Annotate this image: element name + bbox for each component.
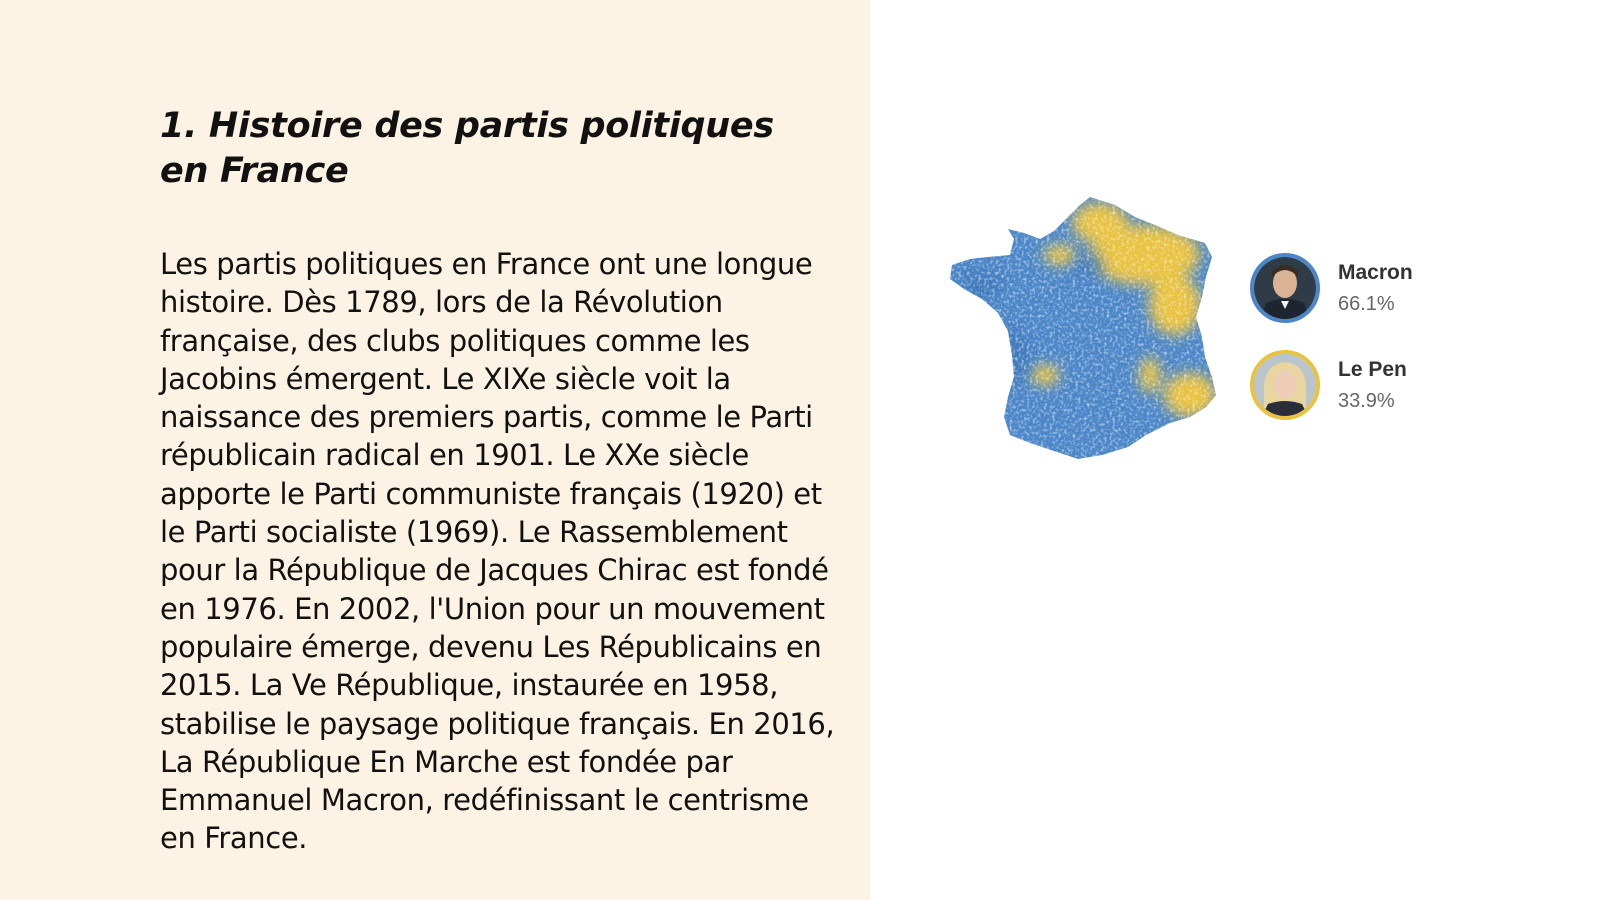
france-election-map: [950, 197, 1216, 459]
le-pen-portrait-icon: [1250, 350, 1320, 420]
candidate-le-pen: Le Pen 33.9%: [1250, 350, 1450, 430]
macron-portrait-icon: [1250, 253, 1320, 323]
image-panel: [870, 0, 1600, 900]
text-panel: 1. Histoire des partis politiques en Fra…: [0, 0, 870, 900]
candidate-name: Macron: [1338, 261, 1413, 284]
candidate-percent: 33.9%: [1338, 390, 1395, 412]
candidate-macron: Macron 66.1%: [1250, 253, 1450, 333]
slide-title: 1. Histoire des partis politiques en Fra…: [160, 106, 774, 191]
election-map-figure: Macron 66.1% Le Pen 33.9%: [950, 195, 1430, 465]
candidate-name: Le Pen: [1338, 358, 1407, 381]
candidate-percent: 66.1%: [1338, 293, 1395, 315]
slide-body-text: Les partis politiques en France ont une …: [160, 247, 835, 856]
